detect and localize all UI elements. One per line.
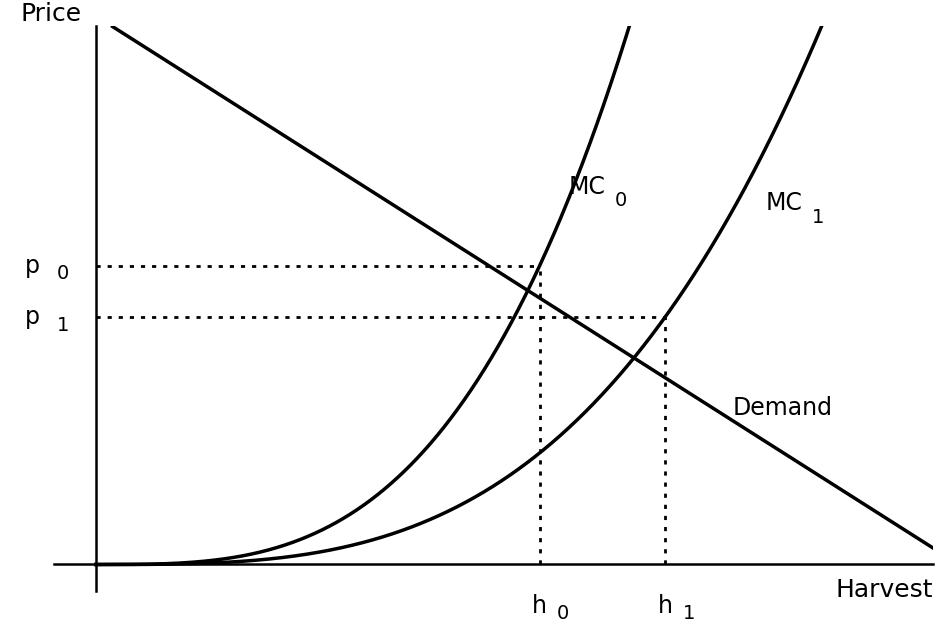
Text: MC: MC xyxy=(569,175,606,199)
Y-axis label: Price: Price xyxy=(21,3,82,27)
Text: 0: 0 xyxy=(615,191,627,210)
Text: h: h xyxy=(532,594,547,618)
X-axis label: Harvest: Harvest xyxy=(835,578,933,603)
Text: 1: 1 xyxy=(812,208,824,227)
Text: 1: 1 xyxy=(683,604,695,623)
Text: p: p xyxy=(25,305,40,329)
Text: 0: 0 xyxy=(557,604,569,623)
Text: Demand: Demand xyxy=(732,396,832,420)
Text: h: h xyxy=(657,594,672,618)
Text: 1: 1 xyxy=(57,316,69,335)
Text: MC: MC xyxy=(766,190,802,215)
Text: 0: 0 xyxy=(57,264,69,283)
Text: p: p xyxy=(25,254,40,278)
